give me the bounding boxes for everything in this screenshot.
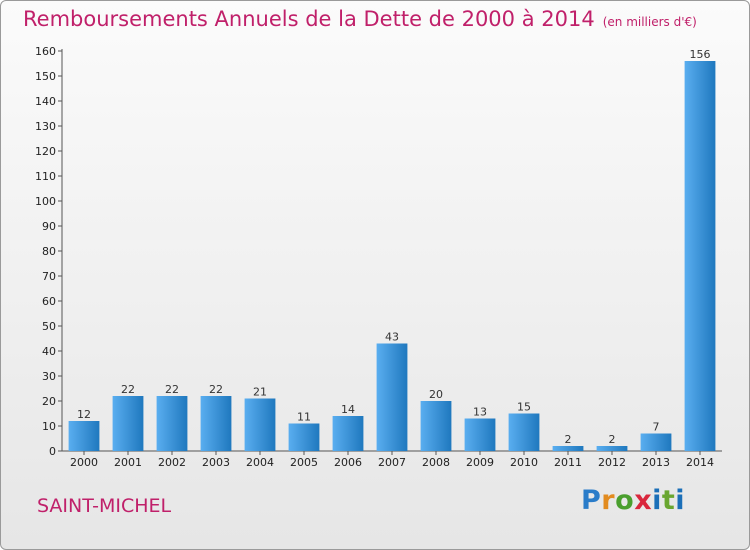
x-tick-label: 2003 [202, 456, 230, 469]
y-tick-label: 20 [42, 395, 56, 408]
x-tick-label: 2013 [642, 456, 670, 469]
y-tick-label: 30 [42, 370, 56, 383]
bar [244, 398, 276, 451]
y-tick-label: 70 [42, 270, 56, 283]
proxiti-logo: Proxiti [581, 485, 685, 516]
y-tick-label: 120 [35, 145, 56, 158]
logo-letter: t [661, 485, 676, 516]
data-label: 12 [77, 408, 91, 421]
data-label: 2 [609, 433, 616, 446]
x-tick-label: 2014 [686, 456, 714, 469]
commune-name: SAINT-MICHEL [37, 495, 172, 517]
logo-letter: i [675, 485, 686, 516]
bar [464, 418, 496, 451]
data-label: 7 [653, 421, 660, 434]
y-tick-label: 110 [35, 170, 56, 183]
y-tick-label: 0 [49, 445, 56, 458]
y-tick-label: 80 [42, 245, 56, 258]
x-tick-label: 2009 [466, 456, 494, 469]
data-label: 15 [517, 401, 531, 414]
bar [156, 396, 188, 451]
bar [200, 396, 232, 451]
chart-subtitle: (en milliers d'€) [602, 15, 697, 29]
data-label: 11 [297, 411, 311, 424]
logo-letter: i [652, 485, 662, 516]
x-tick-label: 2000 [70, 456, 98, 469]
x-tick-label: 2006 [334, 456, 362, 469]
bar [420, 401, 452, 451]
data-label: 43 [385, 331, 399, 344]
data-label: 22 [209, 383, 223, 396]
bar [552, 446, 584, 451]
y-tick-label: 100 [35, 195, 56, 208]
y-tick-label: 40 [42, 345, 56, 358]
y-tick-label: 90 [42, 220, 56, 233]
y-tick-label: 60 [42, 295, 56, 308]
data-label: 20 [429, 388, 443, 401]
logo-letter: r [601, 485, 616, 516]
data-label: 156 [690, 48, 711, 61]
bar [332, 416, 364, 451]
y-tick-label: 150 [35, 70, 56, 83]
bar [112, 396, 144, 451]
data-label: 14 [341, 403, 355, 416]
chart-title: Remboursements Annuels de la Dette de 20… [23, 7, 697, 31]
bar [596, 446, 628, 451]
bar [640, 433, 672, 451]
x-tick-label: 2011 [554, 456, 582, 469]
x-tick-label: 2007 [378, 456, 406, 469]
title-text: Remboursements Annuels de la Dette de 20… [23, 7, 595, 31]
y-tick-label: 140 [35, 95, 56, 108]
bar [68, 421, 100, 451]
x-tick-label: 2005 [290, 456, 318, 469]
y-tick-label: 10 [42, 420, 56, 433]
bar [288, 423, 320, 451]
x-tick-label: 2002 [158, 456, 186, 469]
x-tick-label: 2004 [246, 456, 274, 469]
data-label: 22 [121, 383, 135, 396]
y-tick-label: 50 [42, 320, 56, 333]
y-tick-label: 160 [35, 45, 56, 58]
x-tick-label: 2008 [422, 456, 450, 469]
logo-letter: P [581, 485, 602, 516]
bar [684, 61, 716, 451]
bar [508, 413, 540, 451]
data-label: 21 [253, 386, 267, 399]
data-label: 13 [473, 406, 487, 419]
logo-letter: x [634, 485, 653, 516]
x-tick-label: 2012 [598, 456, 626, 469]
logo-letter: o [615, 485, 635, 516]
x-tick-label: 2010 [510, 456, 538, 469]
data-label: 22 [165, 383, 179, 396]
x-tick-label: 2001 [114, 456, 142, 469]
bar [376, 343, 408, 451]
data-label: 2 [565, 433, 572, 446]
y-tick-label: 130 [35, 120, 56, 133]
